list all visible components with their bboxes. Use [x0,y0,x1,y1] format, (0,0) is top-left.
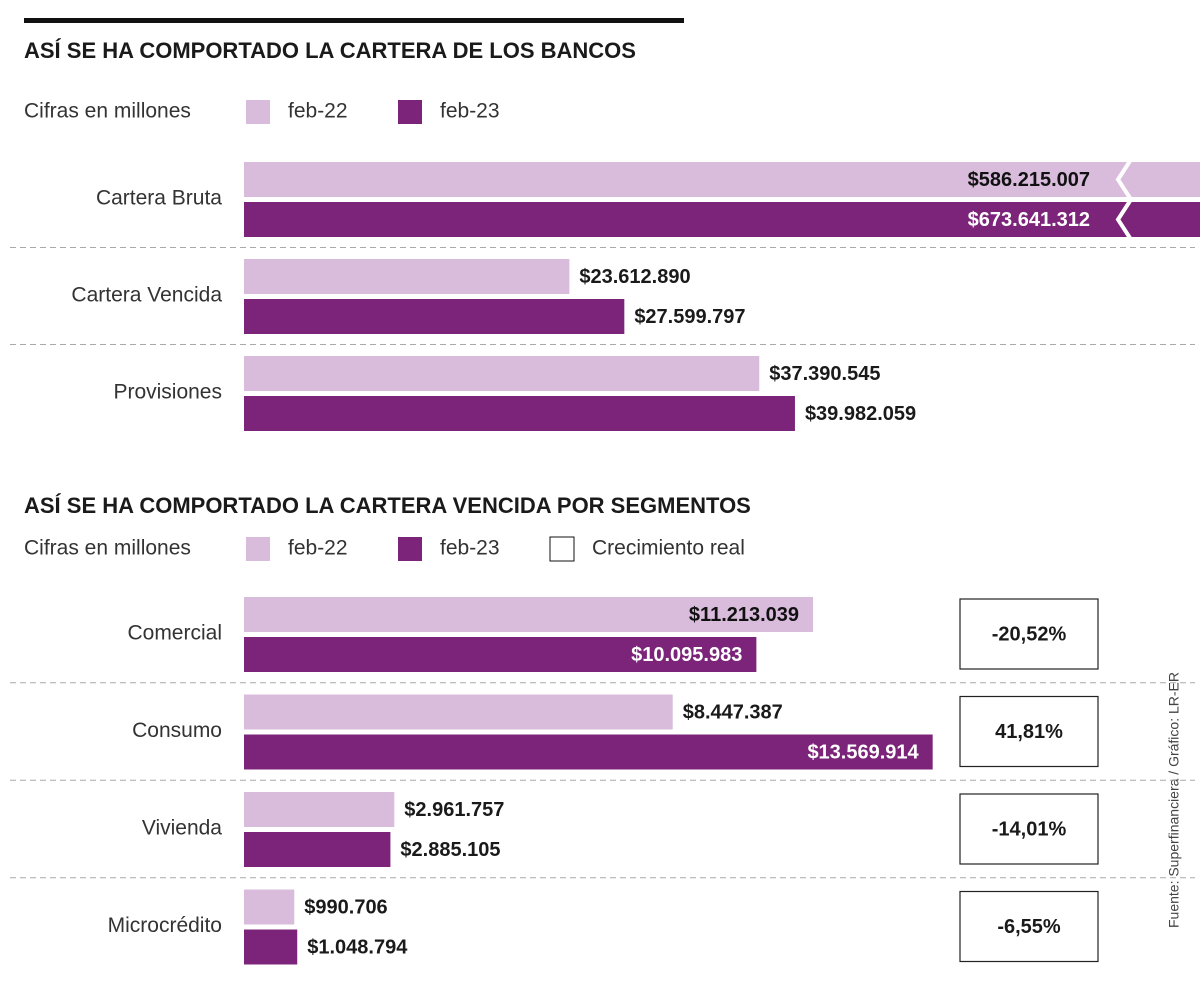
value-label: $13.569.914 [807,741,919,763]
bar [244,162,1200,197]
legend-label: feb-22 [288,100,348,123]
legend-label: feb-22 [288,537,348,560]
break-mark [1115,199,1132,240]
category-label: Provisiones [113,381,222,404]
value-label: $2.885.105 [400,839,500,861]
growth-label: -6,55% [997,916,1061,938]
value-label: $990.706 [304,896,387,918]
growth-box [959,695,1099,768]
value-label: $37.390.545 [769,363,880,385]
top-rule [24,18,684,23]
legend-label: feb-23 [440,100,500,123]
growth-box [959,793,1099,865]
bar [244,694,673,730]
growth-label: 41,81% [995,721,1063,743]
bar [244,259,570,294]
bar [244,299,625,334]
growth-box [959,598,1099,670]
bar [244,792,395,827]
bar [244,734,933,770]
category-label: Cartera Vencida [71,284,222,307]
subtitle: Cifras en millones [24,537,191,560]
value-label: $586.215.007 [968,169,1090,191]
growth-label: -20,52% [992,623,1067,645]
bar [244,637,757,672]
legend-label: feb-23 [440,537,500,560]
subtitle: Cifras en millones [24,100,191,123]
legend-swatch [246,537,270,561]
growth-label: -14,01% [992,818,1067,840]
value-label: $27.599.797 [634,306,745,328]
value-label: $11.213.039 [689,604,799,626]
category-label: Consumo [132,719,222,742]
category-label: Microcrédito [108,914,222,937]
category-label: Cartera Bruta [96,187,222,210]
growth-box [959,890,1099,963]
break-mark [1115,159,1132,200]
category-label: Comercial [127,622,222,645]
bar [244,929,298,965]
bar [244,202,1200,237]
value-label: $23.612.890 [579,266,690,288]
legend-swatch [398,537,422,561]
source: Fuente: Superfinanciera / Gráfico: LR-ER [1166,672,1182,928]
legend-swatch [398,100,422,124]
legend-label: Crecimiento real [592,537,745,560]
value-label: $39.982.059 [805,403,916,425]
legend-swatch [246,100,270,124]
chart-title: ASÍ SE HA COMPORTADO LA CARTERA VENCIDA … [24,493,751,518]
value-label: $673.641.312 [968,209,1090,231]
bar [244,597,814,632]
bar [244,396,795,431]
bar [244,832,391,867]
bar [244,356,760,391]
legend-swatch [549,536,575,562]
chart-title: ASÍ SE HA COMPORTADO LA CARTERA DE LOS B… [24,38,636,63]
value-label: $8.447.387 [683,701,783,723]
category-label: Vivienda [142,817,222,840]
value-label: $10.095.983 [631,644,742,666]
value-label: $1.048.794 [307,936,408,958]
bar [244,889,295,925]
value-label: $2.961.757 [404,799,504,821]
